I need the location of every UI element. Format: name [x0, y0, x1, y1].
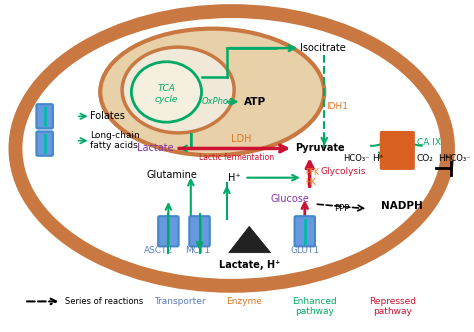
Text: GLUT1: GLUT1 — [290, 246, 319, 255]
Text: H⁺: H⁺ — [372, 154, 383, 163]
FancyBboxPatch shape — [294, 216, 315, 246]
Text: CA IX: CA IX — [417, 138, 441, 147]
Text: CO₂: CO₂ — [417, 154, 434, 163]
Text: PPP: PPP — [334, 205, 349, 213]
Text: ASCT2: ASCT2 — [144, 246, 173, 255]
Text: OxPhos: OxPhos — [201, 97, 233, 106]
Ellipse shape — [131, 62, 201, 122]
Text: ATP: ATP — [245, 97, 266, 107]
Text: TCA
cycle: TCA cycle — [155, 84, 178, 104]
Ellipse shape — [100, 29, 324, 155]
Text: HCO₃⁻: HCO₃⁻ — [343, 154, 370, 163]
Ellipse shape — [122, 47, 234, 133]
Text: Lactate, H⁺: Lactate, H⁺ — [219, 260, 280, 270]
Text: Glucose: Glucose — [271, 194, 310, 204]
Text: Enhanced
pathway: Enhanced pathway — [292, 296, 337, 316]
Text: Repressed
pathway: Repressed pathway — [369, 296, 416, 316]
FancyBboxPatch shape — [158, 216, 179, 246]
Text: Transporter: Transporter — [154, 297, 206, 306]
FancyBboxPatch shape — [36, 131, 53, 156]
Text: LDH: LDH — [231, 134, 252, 144]
Text: Lactic fermentation: Lactic fermentation — [199, 153, 274, 162]
Text: Enzyme: Enzyme — [227, 297, 262, 306]
Text: IDH1: IDH1 — [326, 102, 348, 111]
Text: Series of reactions: Series of reactions — [65, 297, 143, 306]
FancyBboxPatch shape — [36, 104, 53, 128]
Text: MCT1: MCT1 — [185, 246, 210, 255]
FancyBboxPatch shape — [189, 216, 210, 246]
Text: Folates: Folates — [91, 111, 125, 121]
Text: Isocitrate: Isocitrate — [300, 43, 346, 53]
Text: Glycolysis: Glycolysis — [320, 167, 366, 176]
Polygon shape — [229, 226, 271, 253]
FancyBboxPatch shape — [380, 131, 415, 170]
Text: Lactate: Lactate — [137, 143, 173, 153]
Text: H⁺: H⁺ — [228, 173, 241, 183]
Text: PFK
HK: PFK HK — [305, 168, 319, 187]
Text: NADPH: NADPH — [381, 201, 422, 211]
Text: H⁺: H⁺ — [438, 154, 450, 163]
Text: Glutamine: Glutamine — [147, 170, 198, 180]
Ellipse shape — [16, 11, 448, 286]
Text: Long-chain
fatty acids: Long-chain fatty acids — [91, 131, 140, 150]
Text: Pyruvate: Pyruvate — [295, 143, 345, 153]
Text: HCO₃⁻: HCO₃⁻ — [445, 154, 471, 163]
